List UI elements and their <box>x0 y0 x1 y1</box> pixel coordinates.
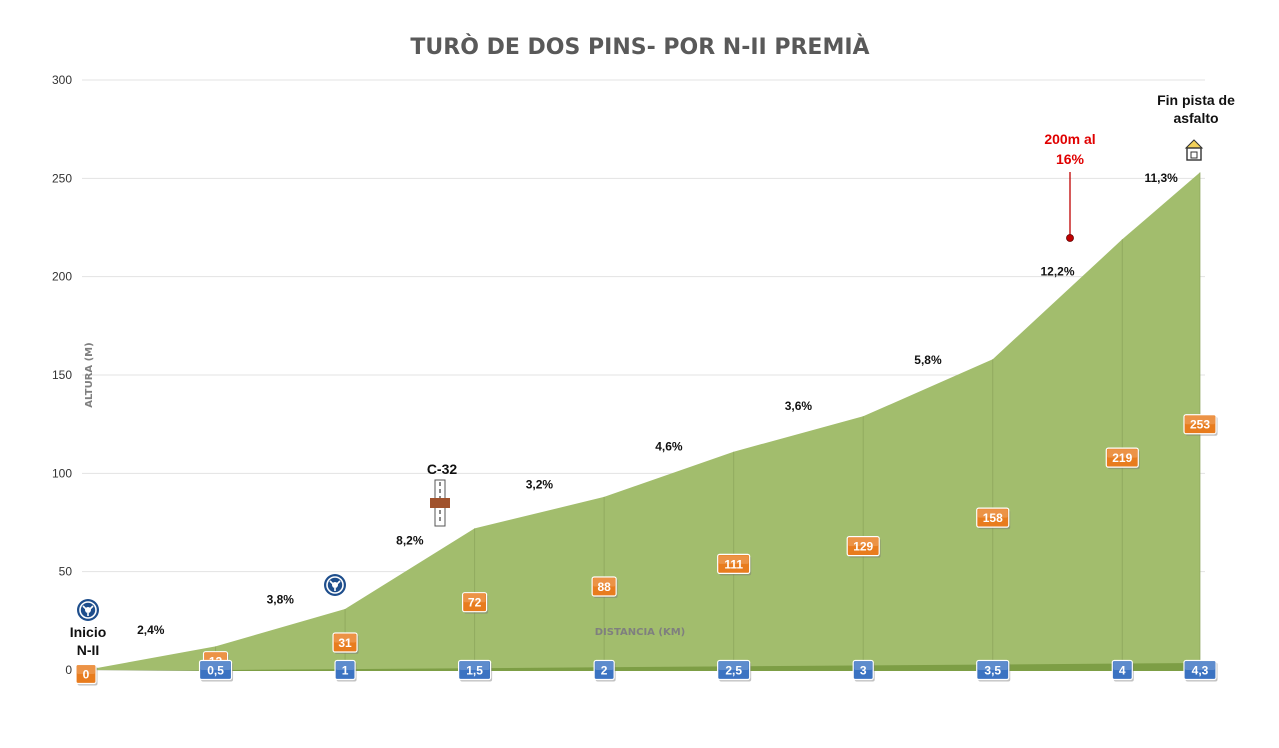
gridlines <box>82 79 1205 671</box>
road-bridge-icon <box>430 479 450 527</box>
grade-label: 12,2% <box>1040 264 1074 278</box>
house-icon <box>1184 139 1204 161</box>
grade-label: 3,6% <box>785 399 813 413</box>
altitude-badge: 219 <box>1105 447 1140 470</box>
y-tick-label: 100 <box>52 466 72 480</box>
end-label-line1: Fin pista de <box>1157 92 1235 108</box>
y-axis-ticks: 0 50 100 150 200 250 300 <box>52 73 72 677</box>
svg-text:4,3: 4,3 <box>1192 664 1209 678</box>
distance-badge: 3 <box>852 659 875 682</box>
roundabout-icon <box>324 574 346 596</box>
y-tick-label: 150 <box>52 368 72 382</box>
svg-text:2,5: 2,5 <box>725 664 742 678</box>
svg-text:3,5: 3,5 <box>984 664 1001 678</box>
steep-label-line1: 200m al <box>1044 131 1095 147</box>
altitude-badge: 31 <box>332 632 359 655</box>
grade-label: 3,2% <box>526 478 554 492</box>
start-label-line1: Inicio <box>70 624 107 640</box>
distance-badge: 4,3 <box>1183 659 1218 682</box>
distance-badge: 2,5 <box>717 659 752 682</box>
grade-label: 2,4% <box>137 623 165 637</box>
elevation-area <box>86 172 1200 670</box>
roundabout-icon <box>77 599 99 621</box>
svg-text:129: 129 <box>853 540 873 554</box>
svg-text:88: 88 <box>597 580 611 594</box>
distance-badges: 0,5 1 1,5 2 2,5 3 3,5 4 4,3 <box>198 659 1218 682</box>
altitude-badge: 111 <box>717 553 752 576</box>
steep-label-line2: 16% <box>1056 151 1085 167</box>
svg-text:2: 2 <box>601 664 608 678</box>
y-tick-label: 250 <box>52 171 72 185</box>
altitude-badge: 253 <box>1183 414 1218 436</box>
altitude-badge: 0 <box>75 663 98 686</box>
svg-text:158: 158 <box>983 511 1003 525</box>
ground-strip <box>86 663 1200 671</box>
grade-label: 11,3% <box>1144 171 1178 185</box>
svg-text:1,5: 1,5 <box>466 664 483 678</box>
svg-text:0,5: 0,5 <box>207 664 224 678</box>
grade-label: 4,6% <box>655 439 683 453</box>
svg-text:3: 3 <box>860 664 867 678</box>
x-axis-label: DISTANCIA (KM) <box>595 627 686 638</box>
distance-badge: 1,5 <box>458 659 493 682</box>
grade-label: 8,2% <box>396 534 424 548</box>
y-tick-label: 50 <box>59 565 73 579</box>
svg-text:72: 72 <box>468 596 482 610</box>
start-label-line2: N-II <box>77 642 100 658</box>
crossing-label: C-32 <box>427 461 458 477</box>
svg-text:31: 31 <box>338 636 352 650</box>
y-tick-label: 200 <box>52 270 72 284</box>
altitude-badge: 88 <box>591 576 618 598</box>
distance-badge: 0,5 <box>198 659 234 682</box>
svg-text:1: 1 <box>342 664 349 678</box>
altitude-badge: 129 <box>846 536 881 558</box>
y-tick-label: 0 <box>65 663 72 677</box>
svg-text:253: 253 <box>1190 418 1210 432</box>
distance-badge: 1 <box>334 659 357 682</box>
svg-text:219: 219 <box>1112 451 1132 465</box>
altitude-badge: 158 <box>976 507 1011 530</box>
chart-title: TURÒ DE DOS PINS- POR N-II PREMIÀ <box>410 34 869 60</box>
grade-label: 5,8% <box>914 353 942 367</box>
grade-labels: 2,4% 3,8% 8,2% 3,2% 4,6% 3,6% 5,8% 12,2% 11,3% <box>137 171 1178 637</box>
grade-label: 3,8% <box>267 593 295 607</box>
end-label-line2: asfalto <box>1173 110 1218 126</box>
y-tick-label: 300 <box>52 73 72 87</box>
svg-text:0: 0 <box>83 668 90 682</box>
altitude-badge: 72 <box>462 592 489 614</box>
pin-marker-icon <box>1066 234 1074 242</box>
distance-badge: 4 <box>1111 659 1134 682</box>
svg-text:4: 4 <box>1119 664 1126 678</box>
y-axis-label: ALTURA (M) <box>84 342 95 407</box>
distance-badge: 3,5 <box>976 659 1011 682</box>
distance-badge: 2 <box>593 659 616 682</box>
svg-text:111: 111 <box>724 557 743 571</box>
